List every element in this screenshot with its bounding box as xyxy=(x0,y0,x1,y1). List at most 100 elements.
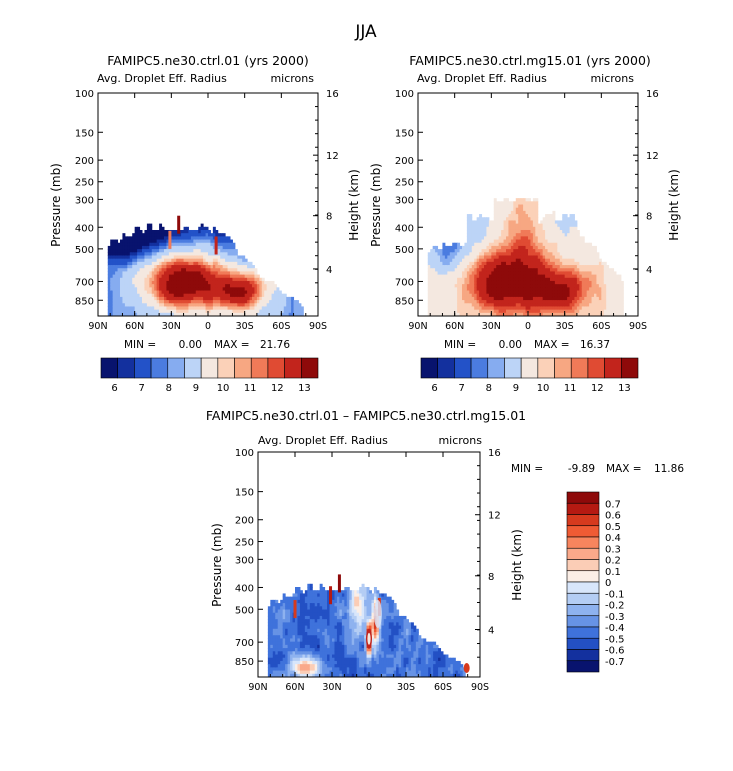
colorbar-swatch xyxy=(621,357,639,379)
field-cell xyxy=(122,277,126,282)
field-cell xyxy=(540,277,544,282)
y-tick-label: 100 xyxy=(75,89,94,100)
field-cell xyxy=(567,306,571,311)
field-cell xyxy=(275,651,279,655)
panel-ctrl: FAMIPC5.ne30.ctrl.01 (yrs 2000) Avg. Dro… xyxy=(49,53,361,394)
field-cell xyxy=(220,249,224,253)
field-cell xyxy=(545,284,549,288)
field-cell xyxy=(164,229,167,234)
field-cell xyxy=(503,210,507,215)
field-cell xyxy=(554,312,558,317)
field-cell xyxy=(488,239,492,244)
field-cell xyxy=(520,242,524,247)
field-cell xyxy=(459,252,463,256)
field-cell xyxy=(173,309,177,314)
field-cell xyxy=(525,249,529,253)
field-cell xyxy=(193,303,197,307)
field-cell xyxy=(277,667,281,672)
field-cell xyxy=(277,648,281,652)
field-cell xyxy=(129,236,133,241)
field-cell xyxy=(437,312,441,317)
field-cell xyxy=(601,300,605,304)
field-cell xyxy=(195,309,199,314)
field-cell xyxy=(322,667,326,672)
field-cell xyxy=(212,293,216,298)
field-cell xyxy=(280,654,284,659)
field-cell xyxy=(432,249,436,253)
field-cell xyxy=(466,214,470,218)
field-cell xyxy=(528,242,531,247)
field-cell xyxy=(205,265,209,269)
field-cell xyxy=(459,300,463,304)
field-cell xyxy=(299,651,303,655)
field-cell xyxy=(562,274,566,279)
field-cell xyxy=(149,233,153,237)
field-cell xyxy=(506,249,509,253)
field-cell xyxy=(195,312,199,317)
field-cell xyxy=(491,252,495,256)
field-cell xyxy=(427,255,431,260)
field-cell xyxy=(525,306,529,311)
field-cell xyxy=(562,280,566,285)
field-cell xyxy=(299,657,303,662)
field-cell xyxy=(166,274,170,279)
field-cell xyxy=(562,217,566,221)
field-cell xyxy=(281,293,285,298)
field-cell xyxy=(134,309,138,314)
field-cell xyxy=(225,236,229,241)
field-cell xyxy=(232,306,236,311)
field-cell xyxy=(173,245,177,250)
field-cell xyxy=(513,249,517,253)
field-cell xyxy=(205,312,209,317)
field-cell xyxy=(292,641,296,646)
field-cell xyxy=(149,265,153,269)
field-cell xyxy=(287,632,291,636)
field-cell xyxy=(198,290,202,295)
field-cell xyxy=(503,229,507,234)
field-cell xyxy=(286,306,290,311)
field-cell xyxy=(344,625,348,630)
field-cell xyxy=(327,590,331,594)
field-cell xyxy=(115,284,119,288)
field-cell xyxy=(299,632,303,636)
field-cell xyxy=(471,284,475,288)
field-cell xyxy=(232,296,236,301)
field-cell xyxy=(230,258,233,263)
field-cell xyxy=(581,280,585,285)
field-cell xyxy=(285,628,289,633)
field-cell xyxy=(479,220,483,225)
field-cell xyxy=(283,300,287,304)
field-cell xyxy=(528,204,531,209)
field-cell xyxy=(190,249,194,253)
field-cell xyxy=(137,233,141,237)
field-cell xyxy=(322,625,326,630)
field-cell xyxy=(297,635,301,639)
field-cell xyxy=(183,255,187,260)
field-cell xyxy=(508,293,512,298)
field-cell xyxy=(107,303,111,307)
field-cell xyxy=(535,280,539,285)
field-cell xyxy=(498,277,502,282)
field-cell xyxy=(510,226,514,231)
field-cell xyxy=(290,654,294,659)
field-cell xyxy=(447,303,451,307)
field-cell xyxy=(491,296,495,301)
field-cell xyxy=(469,277,473,282)
field-cell xyxy=(550,261,553,266)
field-cell xyxy=(264,309,268,314)
field-cell xyxy=(239,258,243,263)
field-cell xyxy=(285,632,289,636)
field-cell xyxy=(569,217,573,221)
field-cell xyxy=(576,249,580,253)
field-cell xyxy=(156,303,160,307)
field-cell xyxy=(134,242,138,247)
field-cell xyxy=(442,277,446,282)
field-cell xyxy=(525,233,529,237)
field-cell xyxy=(532,242,536,247)
field-cell xyxy=(242,274,246,279)
field-cell xyxy=(173,296,177,301)
field-cell xyxy=(452,261,456,266)
field-cell xyxy=(198,274,202,279)
field-cell xyxy=(295,635,298,639)
field-cell xyxy=(132,284,136,288)
